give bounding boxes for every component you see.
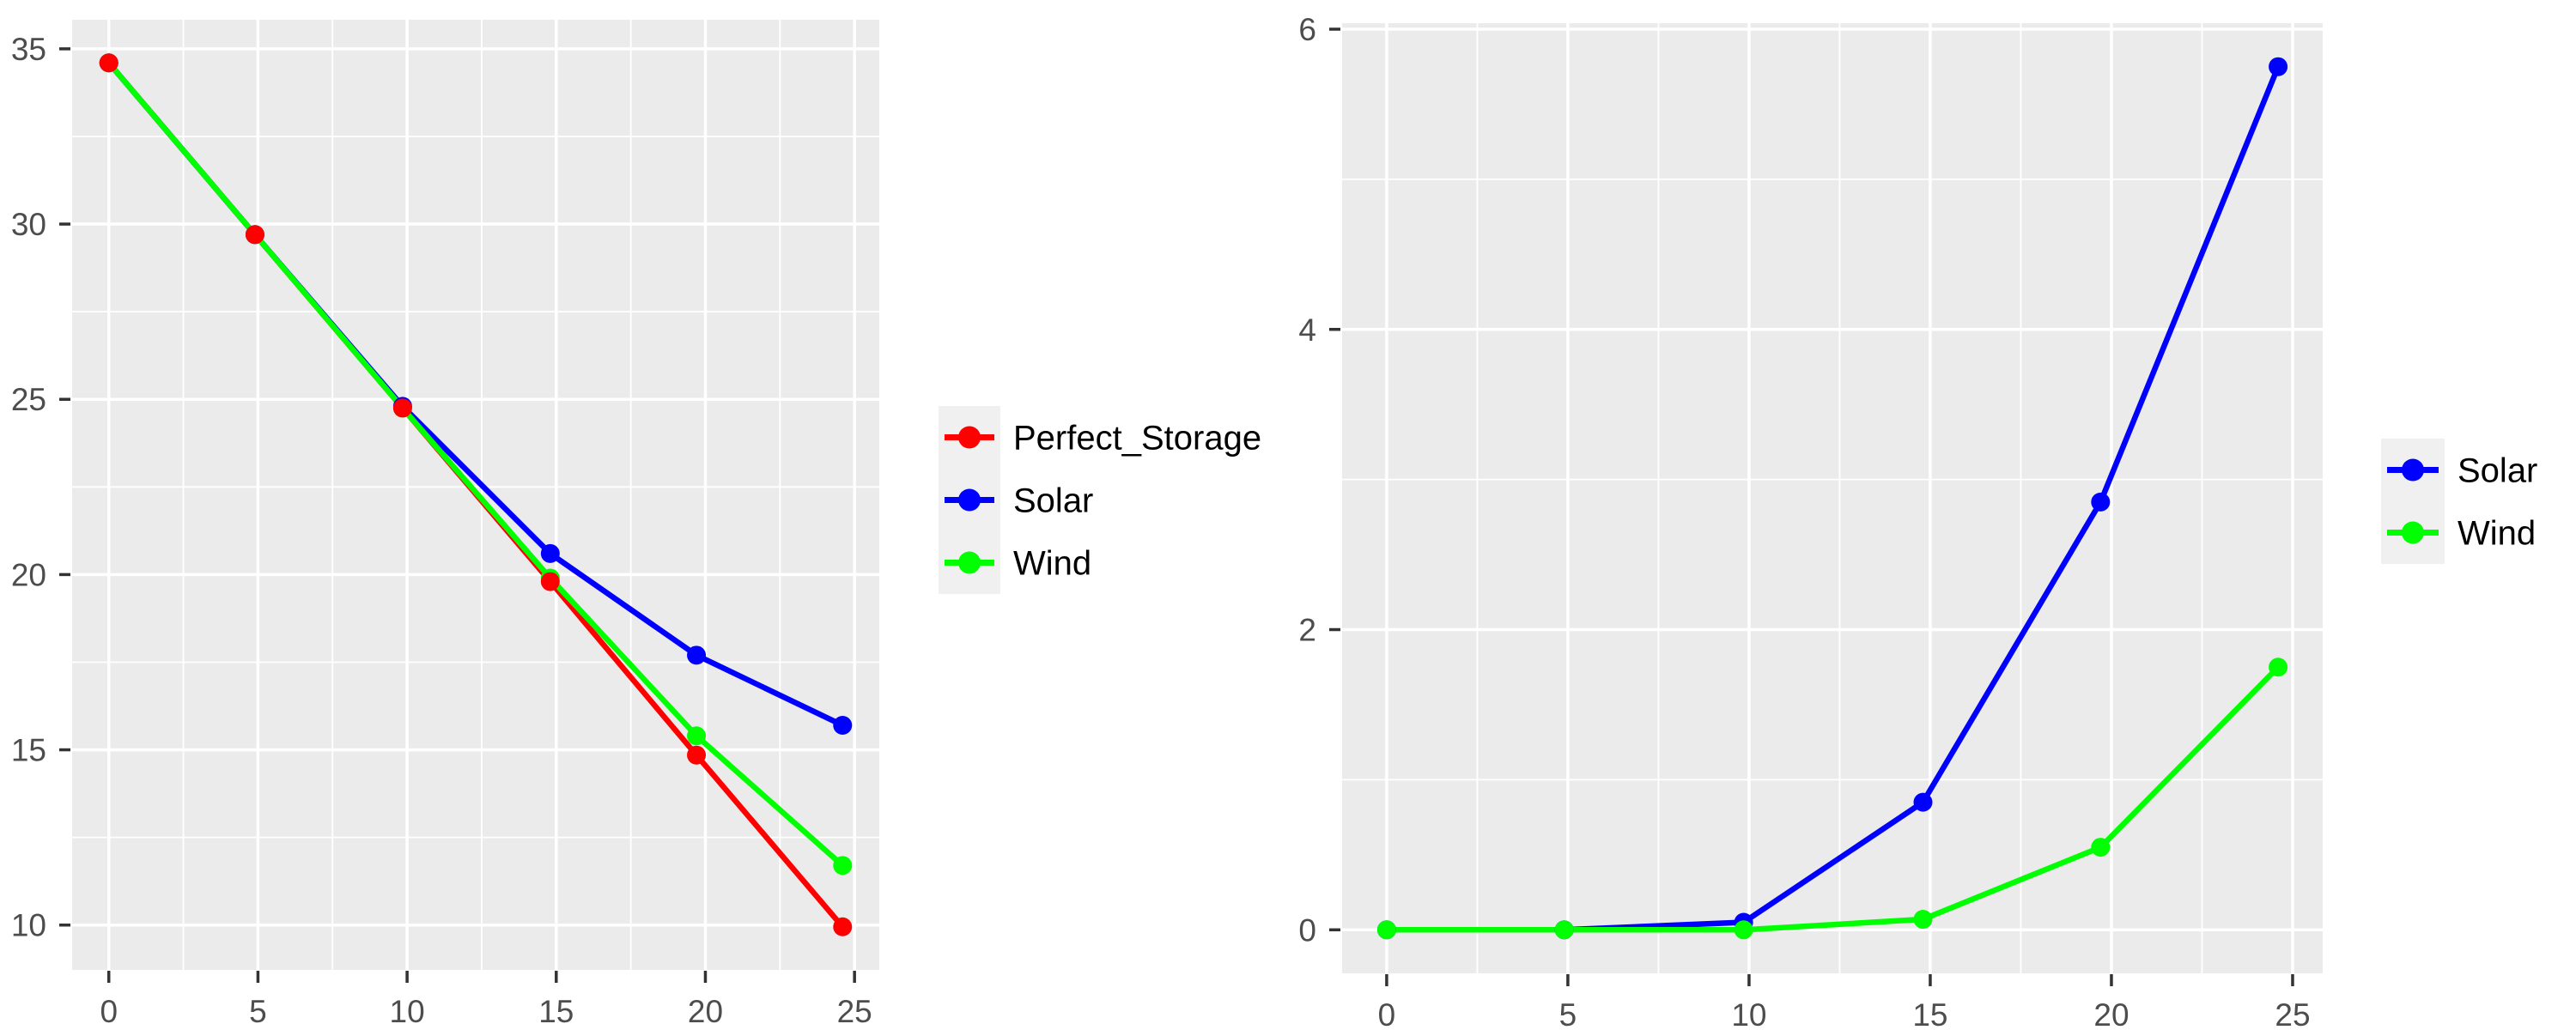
x-tick-label: 0 xyxy=(100,994,118,1029)
series-line-wind xyxy=(1386,664,2281,933)
data-point-perfect-storage xyxy=(245,225,264,245)
data-point-solar xyxy=(833,715,853,735)
y-tick-label: 35 xyxy=(11,32,46,67)
y-tick-label: 6 xyxy=(1298,12,1316,47)
x-tick-label: 25 xyxy=(2275,997,2310,1030)
legend-key-point xyxy=(2402,458,2424,482)
x-tick-label: 15 xyxy=(538,994,574,1029)
x-tick-label: 15 xyxy=(1912,997,1947,1030)
legend-label: Wind xyxy=(1013,545,1091,583)
legend-label: Wind xyxy=(2458,515,2536,553)
legend-key-point xyxy=(2402,521,2424,544)
data-point-wind xyxy=(1554,920,1574,940)
data-point-solar xyxy=(2269,57,2288,76)
plot-panel xyxy=(1342,23,2323,973)
data-point-perfect-storage xyxy=(687,745,707,765)
data-point-wind xyxy=(833,856,853,876)
y-tick-label: 15 xyxy=(11,733,46,768)
chart-1: 10 15 20 25 30 35 0 5 10 15 20 25 Perfect_Storage Sol… xyxy=(11,20,1261,1029)
data-point-solar xyxy=(1913,792,1933,812)
x-tick-label: 5 xyxy=(249,994,267,1029)
legend-key-point xyxy=(958,551,981,574)
x-tick-label: 20 xyxy=(688,994,723,1029)
data-point-solar xyxy=(540,543,560,563)
y-tick-label: 0 xyxy=(1298,912,1316,948)
legend-key-point xyxy=(958,488,981,512)
x-tick-label: 0 xyxy=(1378,997,1396,1030)
y-tick-label: 20 xyxy=(11,557,46,592)
legend-label: Perfect_Storage xyxy=(1013,420,1261,457)
legend: Solar Wind xyxy=(2381,439,2537,564)
data-point-solar xyxy=(687,645,707,665)
data-point-solar xyxy=(2091,492,2111,512)
y-tick-label: 10 xyxy=(11,908,46,943)
y-tick-label: 4 xyxy=(1298,312,1316,348)
legend: Perfect_Storage Solar Wind xyxy=(939,406,1261,594)
data-point-wind xyxy=(687,726,707,746)
x-tick-label: 25 xyxy=(837,994,872,1029)
data-point-perfect-storage xyxy=(392,398,412,418)
x-tick-label: 5 xyxy=(1559,997,1577,1030)
legend-label: Solar xyxy=(2458,452,2537,490)
data-point-wind xyxy=(2269,657,2288,677)
chart-2: 0 2 4 6 0 5 10 15 20 25 Solar Wind xyxy=(1298,12,2537,1030)
x-tick-label: 10 xyxy=(1731,997,1766,1030)
x-tick-label: 20 xyxy=(2093,997,2129,1030)
data-point-wind xyxy=(1734,920,1753,940)
x-tick-label: 10 xyxy=(390,994,425,1029)
y-tick-label: 30 xyxy=(11,207,46,242)
legend-key-point xyxy=(958,426,981,449)
series-line-wind xyxy=(106,61,845,868)
data-point-wind xyxy=(1913,910,1933,930)
data-point-perfect-storage xyxy=(99,53,118,73)
y-tick-label: 2 xyxy=(1298,613,1316,648)
data-point-perfect-storage xyxy=(540,572,560,591)
data-point-wind xyxy=(1376,920,1396,940)
y-tick-label: 25 xyxy=(11,382,46,417)
data-point-wind xyxy=(2091,838,2111,857)
data-point-perfect-storage xyxy=(833,917,853,936)
legend-label: Solar xyxy=(1013,482,1093,520)
